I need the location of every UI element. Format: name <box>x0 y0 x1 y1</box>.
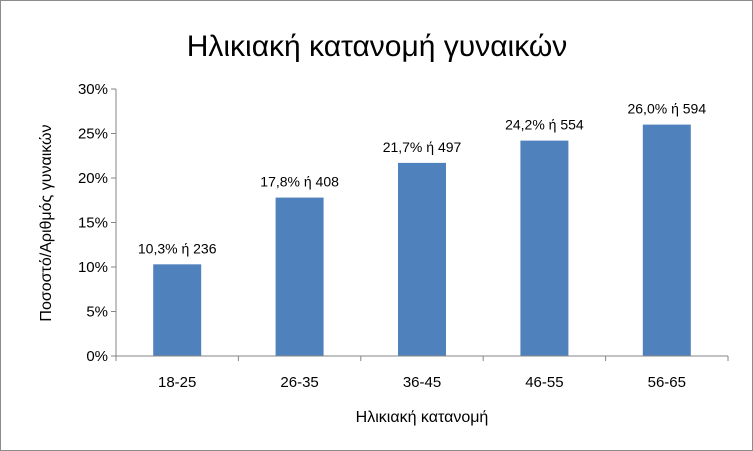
bar-26-35 <box>275 197 324 356</box>
y-tick-label: 10% <box>78 259 108 276</box>
bar-36-45 <box>398 162 446 356</box>
bar-56-65 <box>642 124 691 356</box>
bar-46-55 <box>520 140 569 356</box>
x-axis-title: Ηλικιακή κατανομή <box>356 409 489 426</box>
chart-title: Ηλικιακή κατανομή γυναικών <box>187 30 568 63</box>
y-tick-label: 20% <box>78 170 108 187</box>
data-label: 24,2% ή 554 <box>505 117 584 133</box>
y-tick-label: 5% <box>86 304 108 321</box>
y-tick-label: 30% <box>78 81 108 98</box>
x-tick-label: 18-25 <box>158 374 196 391</box>
x-tick-label: 36-45 <box>403 374 441 391</box>
plot-area: 0% 5% 10% 15% 20% 25% 30% 10,3% ή 236 18-25 17,8%… <box>78 81 729 391</box>
data-label: 26,0% ή 594 <box>627 101 706 117</box>
data-label: 21,7% ή 497 <box>383 139 462 155</box>
y-axis-title: Ποσοστό/Αριθμός γυναικών <box>38 124 55 321</box>
x-tick-label: 26-35 <box>280 374 318 391</box>
y-tick-label: 25% <box>78 126 108 143</box>
data-label: 10,3% ή 236 <box>138 240 217 256</box>
x-tick-label: 46-55 <box>525 374 563 391</box>
x-tick-label: 56-65 <box>648 374 686 391</box>
bar-18-25 <box>153 264 202 356</box>
y-tick-label: 0% <box>86 348 108 365</box>
y-tick-label: 15% <box>78 215 108 232</box>
data-label: 17,8% ή 408 <box>260 174 339 190</box>
